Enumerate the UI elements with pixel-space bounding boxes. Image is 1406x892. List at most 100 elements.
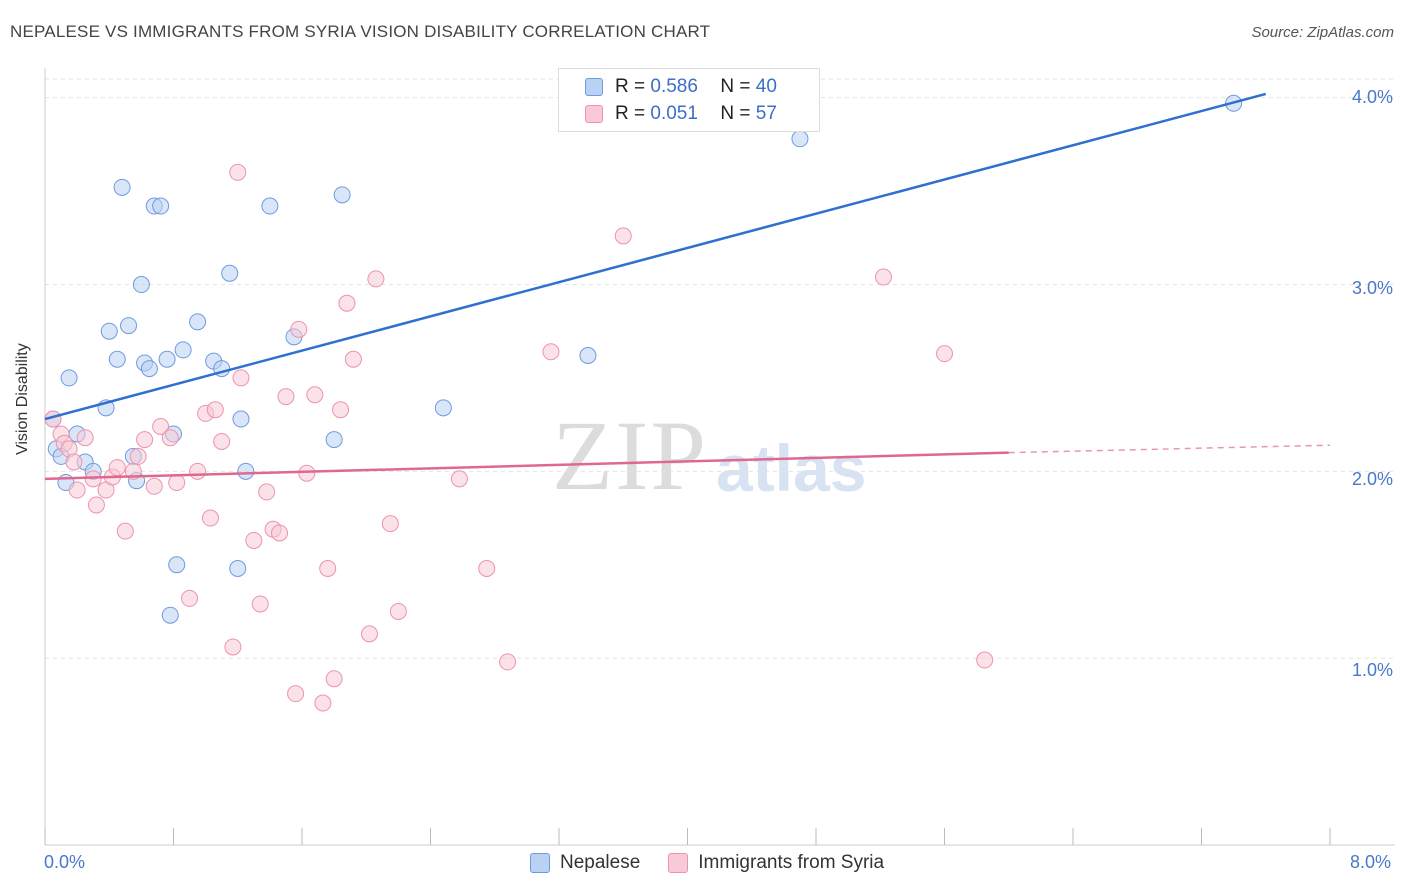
syria-trend-extension <box>1008 444 1331 454</box>
syria-point <box>181 589 199 607</box>
syria-point <box>499 653 517 671</box>
syria-point <box>161 429 179 447</box>
syria-point <box>108 459 126 477</box>
syria-point <box>478 559 496 577</box>
syria-point <box>213 432 231 450</box>
legend-r-value: 0.051 <box>650 103 698 124</box>
legend-r-label: R = <box>615 76 646 97</box>
syria-point <box>290 320 308 338</box>
nepalese-point <box>174 341 192 359</box>
nepalese-point <box>221 264 239 282</box>
y-axis-label: Vision Disability <box>14 343 31 455</box>
syria-point <box>319 559 337 577</box>
syria-point <box>116 522 134 540</box>
legend-swatch-blue <box>585 78 603 96</box>
correlation-legend: R = 0.586 N = 40 R = 0.051 N = 57 <box>558 68 820 132</box>
legend-n-label: N = <box>720 76 751 97</box>
nepalese-point <box>232 410 250 428</box>
syria-point <box>325 670 343 688</box>
syria-point <box>389 602 407 620</box>
watermark-zip: ZIP <box>552 400 708 511</box>
syria-point <box>168 474 186 492</box>
legend-r-value: 0.586 <box>650 76 698 97</box>
legend-r-label: R = <box>615 103 646 124</box>
syria-point <box>65 453 83 471</box>
nepalese-point <box>333 186 351 204</box>
chart-title: NEPALESE VS IMMIGRANTS FROM SYRIA VISION… <box>10 22 711 41</box>
syria-point <box>344 350 362 368</box>
legend-row-nepalese: R = 0.586 N = 40 <box>585 75 777 99</box>
series-legend-syria[interactable]: Immigrants from Syria <box>668 852 884 874</box>
nepalese-point <box>168 556 186 574</box>
syria-point <box>976 651 994 669</box>
syria-point <box>450 470 468 488</box>
nepalese-point <box>132 276 150 294</box>
series-legend: Nepalese Immigrants from Syria <box>530 852 912 874</box>
legend-n-value: 57 <box>755 103 777 124</box>
syria-point <box>381 515 399 533</box>
syria-point <box>614 227 632 245</box>
nepalese-point <box>791 130 809 148</box>
legend-row-syria: R = 0.051 N = 57 <box>585 102 777 126</box>
syria-point <box>298 464 316 482</box>
syria-point <box>258 483 276 501</box>
syria-point <box>76 429 94 447</box>
y-tick-label: 3.0% <box>1352 278 1394 298</box>
syria-point <box>206 401 224 419</box>
series-swatch-pink <box>668 853 689 873</box>
nepalese-point <box>229 559 247 577</box>
watermark-atlas: atlas <box>716 431 867 505</box>
nepalese-point <box>140 360 158 378</box>
syria-point <box>306 386 324 404</box>
legend-n-label: N = <box>720 103 751 124</box>
syria-point <box>271 524 289 542</box>
syria-point <box>152 418 170 436</box>
nepalese-point <box>113 178 131 196</box>
syria-point <box>245 531 263 549</box>
nepalese-point <box>100 322 118 340</box>
series-legend-nepalese[interactable]: Nepalese <box>530 852 640 874</box>
nepalese-point <box>120 317 138 335</box>
nepalese-point <box>325 431 343 449</box>
syria-point <box>87 496 105 514</box>
syria-point <box>145 477 163 495</box>
syria-point <box>287 685 305 703</box>
syria-point <box>874 268 892 286</box>
syria-point <box>360 625 378 643</box>
syria-point <box>129 447 147 465</box>
series-swatch-blue <box>530 853 550 873</box>
syria-point <box>224 638 242 656</box>
syria-point <box>277 388 295 406</box>
nepalese-point <box>189 313 207 331</box>
x-tick-label-max: 8.0% <box>1350 852 1392 872</box>
y-tick-label: 1.0% <box>1352 660 1394 680</box>
series-legend-label: Immigrants from Syria <box>698 852 885 873</box>
legend-n-value: 40 <box>755 76 777 97</box>
nepalese-point <box>237 462 255 480</box>
nepalese-point <box>261 197 279 215</box>
syria-point <box>936 345 953 363</box>
syria-point <box>232 369 250 387</box>
syria-point <box>229 163 247 181</box>
syria-point <box>201 509 219 527</box>
nepalese-point <box>158 350 176 368</box>
syria-point <box>136 431 154 449</box>
nepalese-point <box>161 606 179 624</box>
source-label: Source: ZipAtlas.com <box>1251 24 1394 41</box>
syria-point <box>542 343 560 361</box>
y-tick-label: 4.0% <box>1352 87 1394 107</box>
syria-point <box>251 595 269 613</box>
series-legend-label: Nepalese <box>560 852 641 873</box>
nepalese-point <box>60 369 78 387</box>
syria-point <box>189 462 207 480</box>
syria-point <box>332 401 350 419</box>
syria-point <box>314 694 332 712</box>
nepalese-trend-line <box>44 92 1267 421</box>
nepalese-point <box>152 197 170 215</box>
syria-point <box>68 481 86 499</box>
nepalese-point <box>434 399 452 417</box>
syria-point <box>338 294 356 312</box>
legend-swatch-pink <box>585 105 603 123</box>
syria-point <box>367 270 385 288</box>
